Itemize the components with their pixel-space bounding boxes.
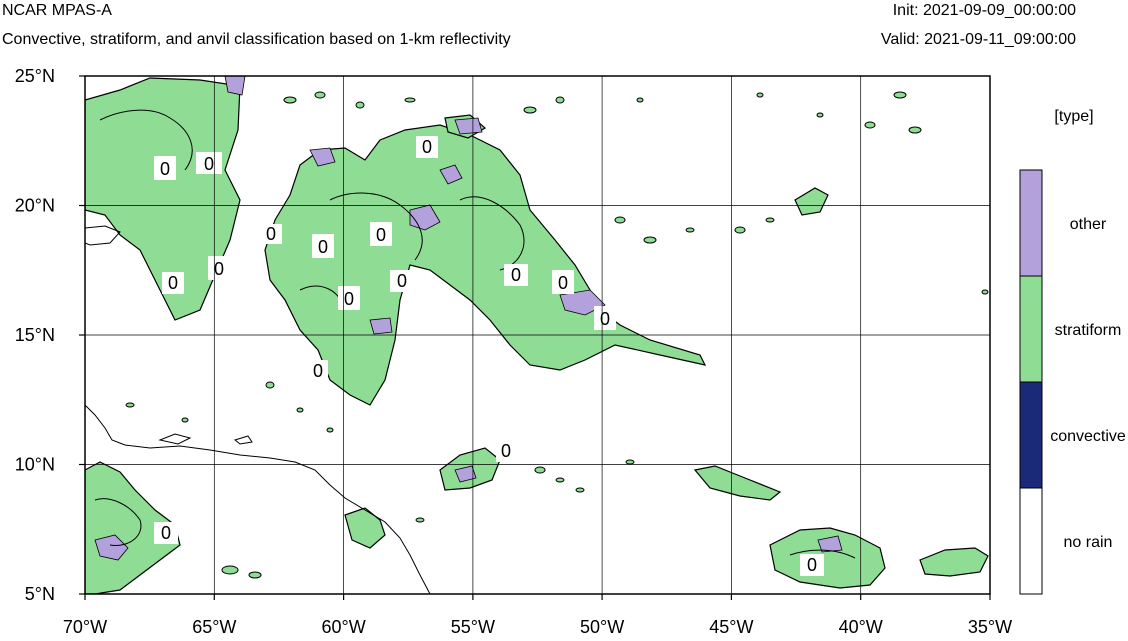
legend-label-other: other <box>1070 216 1107 233</box>
lat-label-20n: 20°N <box>15 196 55 216</box>
convective-contours <box>94 109 856 559</box>
lon-label-50w: 50°W <box>580 617 624 637</box>
contour-label: 0 <box>168 273 178 293</box>
valid-time: Valid: 2021-09-11_09:00:00 <box>880 31 1076 48</box>
contour-label: 0 <box>511 265 521 285</box>
contour-label: 0 <box>266 224 276 244</box>
legend-swatch-stratiform <box>1020 276 1042 382</box>
gridlines <box>85 76 990 594</box>
lon-label-55w: 55°W <box>451 617 495 637</box>
contour-label: 0 <box>422 137 432 157</box>
contour-label: 0 <box>397 271 407 291</box>
lon-label-35w: 35°W <box>968 617 1012 637</box>
init-time: Init: 2021-09-09_00:00:00 <box>892 2 1076 19</box>
legend-label-convective: convective <box>1050 428 1126 445</box>
axis-ticks <box>79 75 991 600</box>
plot-description: Convective, stratiform, and anvil classi… <box>2 31 511 48</box>
contour-label: 0 <box>600 309 610 329</box>
contour-label: 0 <box>204 154 214 174</box>
lat-label-25n: 25°N <box>15 66 55 86</box>
legend-label-no-rain: no rain <box>1064 534 1113 551</box>
contour-label: 0 <box>313 361 323 381</box>
lat-label-10n: 10°N <box>15 455 55 475</box>
lon-label-70w: 70°W <box>63 617 107 637</box>
contour-label: 0 <box>501 441 511 461</box>
contour-label: 0 <box>807 555 817 575</box>
model-title: NCAR MPAS-A <box>2 2 112 19</box>
contour-labels: 0 0 0 0 0 0 0 0 0 0 0 0 0 0 0 0 0 <box>154 136 824 576</box>
lon-label-60w: 60°W <box>321 617 365 637</box>
contour-label: 0 <box>558 273 568 293</box>
lon-label-45w: 45°W <box>709 617 753 637</box>
lon-label-40w: 40°W <box>839 617 883 637</box>
legend-title: [type] <box>1054 108 1093 125</box>
legend-swatch-convective <box>1020 382 1042 488</box>
legend-swatch-other <box>1020 170 1042 276</box>
scattered-cells <box>125 91 989 579</box>
longitude-labels: 70°W 65°W 60°W 55°W 50°W 45°W 40°W 35°W <box>63 617 1012 637</box>
latitude-labels: 25°N 20°N 15°N 10°N 5°N <box>15 66 55 604</box>
contour-label: 0 <box>160 159 170 179</box>
legend-swatch-no-rain <box>1020 488 1042 594</box>
contour-label: 0 <box>344 289 354 309</box>
other-areas <box>94 76 843 561</box>
contour-label: 0 <box>318 237 328 257</box>
lon-label-65w: 65°W <box>192 617 236 637</box>
lat-label-15n: 15°N <box>15 325 55 345</box>
contour-label: 0 <box>161 523 171 543</box>
contour-label: 0 <box>214 259 224 279</box>
legend: [type] other stratiform convective no ra… <box>1019 108 1126 595</box>
coastlines <box>85 225 431 594</box>
lat-label-5n: 5°N <box>25 584 55 604</box>
contour-label: 0 <box>376 225 386 245</box>
legend-label-stratiform: stratiform <box>1055 322 1122 339</box>
